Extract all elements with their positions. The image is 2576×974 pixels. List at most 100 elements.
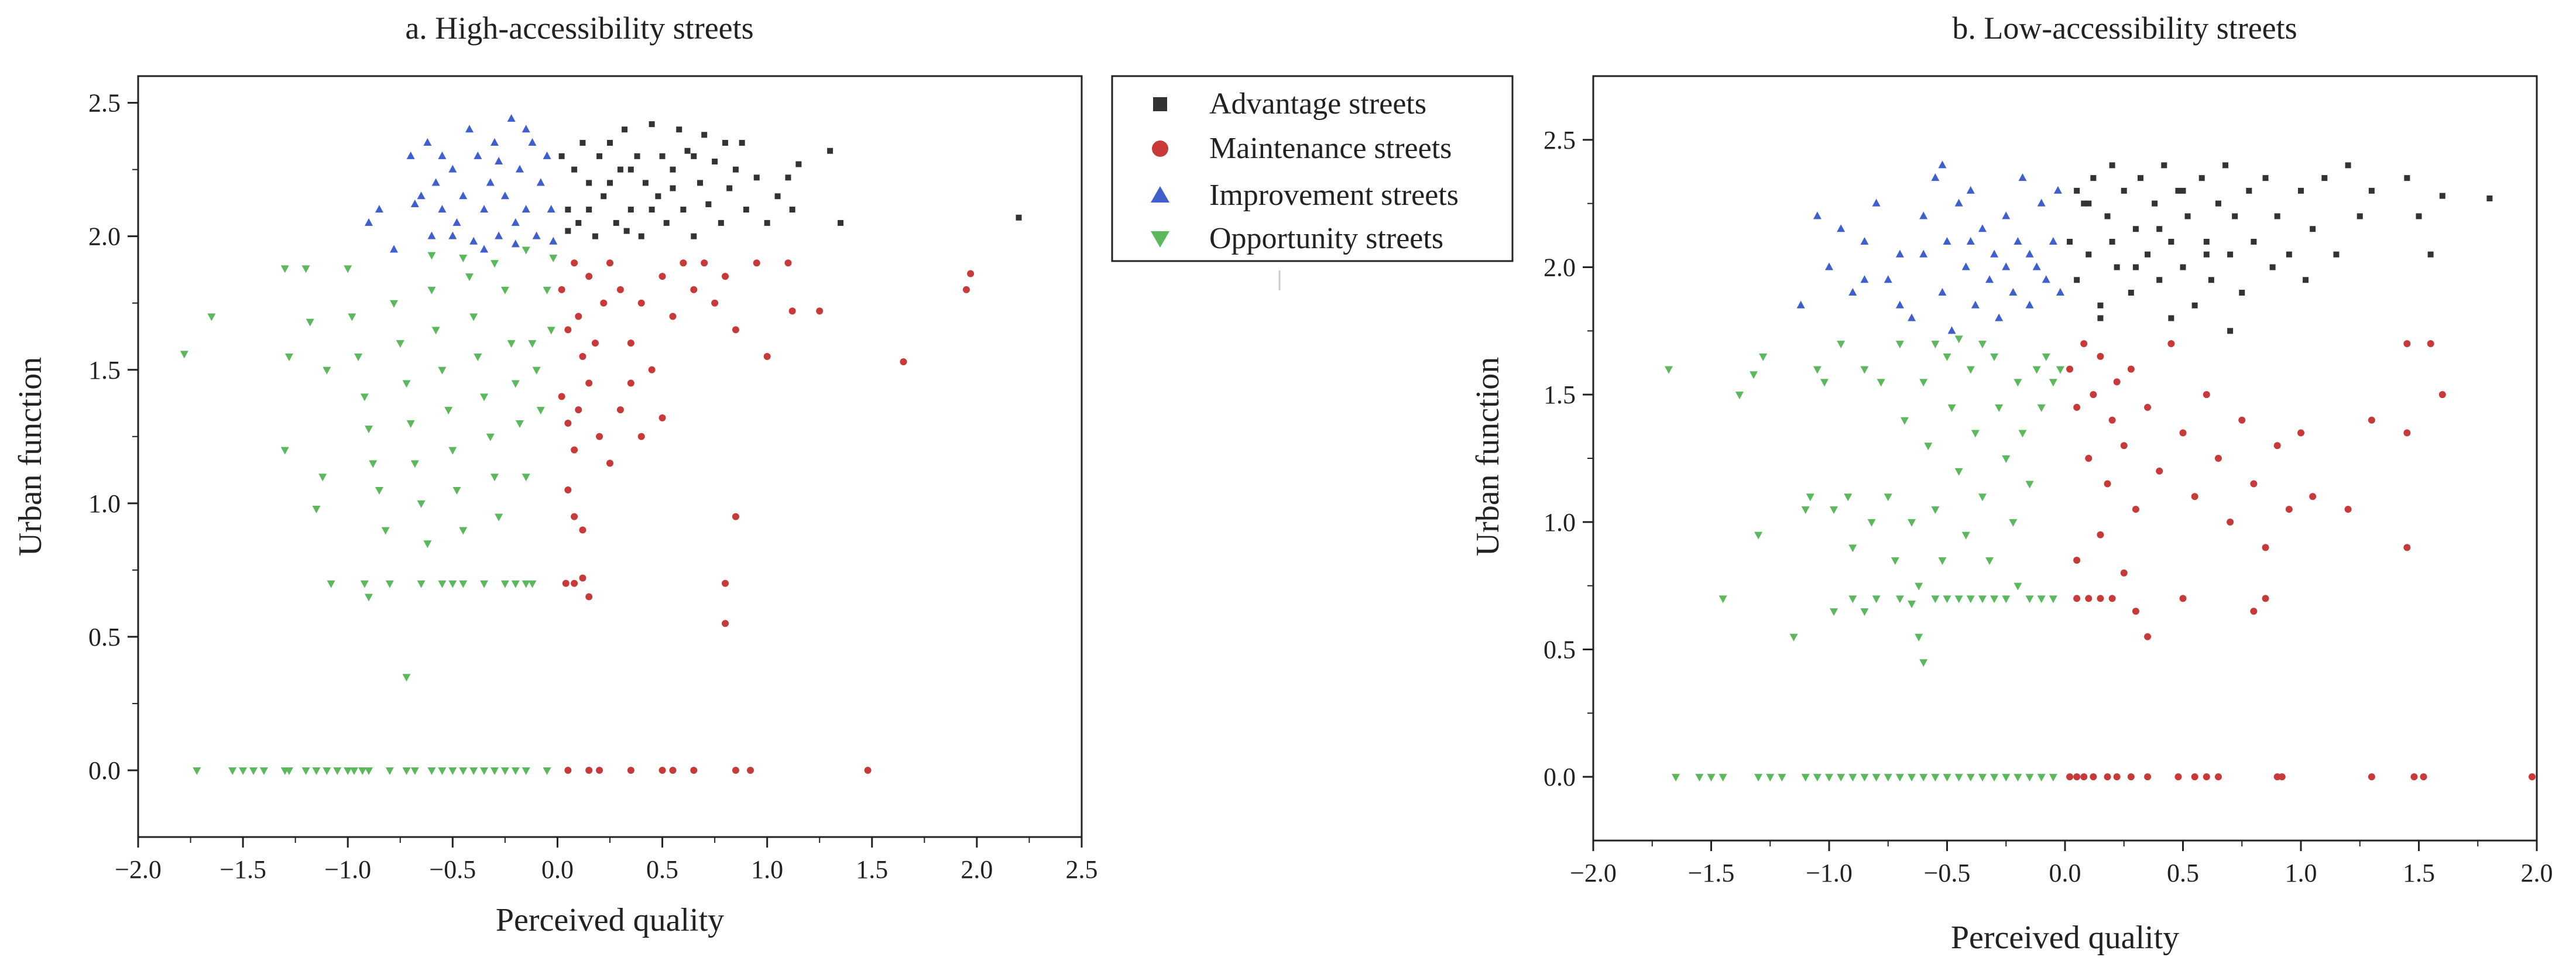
- point-maintenance: [2203, 773, 2210, 781]
- legend-box: [1111, 75, 1514, 262]
- point-improvement: [452, 218, 461, 226]
- point-opportunity: [1754, 531, 1763, 540]
- panel-b-xtick-label: −2.0: [1570, 859, 1617, 887]
- point-opportunity: [1961, 531, 1970, 540]
- point-advantage: [2416, 213, 2422, 220]
- point-maintenance: [579, 526, 586, 534]
- point-improvement: [1938, 160, 1947, 169]
- point-opportunity: [500, 286, 509, 294]
- point-opportunity: [1924, 443, 1933, 451]
- point-opportunity: [410, 460, 419, 468]
- point-opportunity: [1750, 371, 1758, 379]
- point-opportunity: [228, 767, 237, 775]
- point-opportunity: [1848, 544, 1857, 553]
- point-advantage: [649, 121, 655, 128]
- point-maintenance: [2127, 365, 2135, 373]
- point-maintenance: [2250, 608, 2258, 615]
- point-opportunity: [1908, 601, 1916, 609]
- panel-a-xtick-label: −1.0: [324, 855, 371, 884]
- point-opportunity: [1995, 404, 2004, 412]
- point-opportunity: [532, 366, 541, 375]
- point-opportunity: [438, 580, 447, 588]
- point-improvement: [2042, 275, 2050, 283]
- point-improvement: [1860, 275, 1869, 283]
- point-opportunity: [522, 580, 530, 588]
- panel-a-xtick-label: −1.5: [219, 855, 266, 884]
- point-improvement: [1796, 300, 1805, 308]
- point-opportunity: [375, 487, 383, 495]
- point-maintenance: [2368, 773, 2375, 781]
- point-maintenance: [606, 459, 613, 467]
- triangle-down-marker: [1151, 231, 1169, 248]
- point-advantage: [627, 166, 634, 173]
- point-improvement: [1947, 326, 1956, 334]
- point-maintenance: [2080, 340, 2088, 348]
- point-opportunity: [2042, 353, 2050, 361]
- point-advantage: [2152, 200, 2158, 207]
- point-maintenance: [2132, 506, 2139, 513]
- point-advantage: [2239, 290, 2245, 296]
- point-improvement: [1938, 288, 1947, 296]
- point-improvement: [1837, 224, 1846, 232]
- point-opportunity: [1766, 774, 1775, 782]
- point-opportunity: [469, 767, 478, 775]
- point-maintenance: [575, 313, 582, 320]
- point-improvement: [427, 231, 436, 239]
- point-advantage: [2439, 193, 2445, 199]
- point-maintenance: [2144, 403, 2152, 411]
- point-maintenance: [669, 766, 677, 774]
- point-opportunity: [448, 767, 457, 775]
- point-advantage: [691, 233, 697, 239]
- point-improvement: [549, 236, 558, 245]
- point-maintenance: [575, 406, 582, 414]
- point-opportunity: [543, 286, 551, 294]
- point-opportunity: [1664, 366, 1673, 374]
- point-maintenance: [2285, 506, 2293, 513]
- point-opportunity: [402, 380, 411, 388]
- point-opportunity: [2014, 774, 2022, 782]
- point-opportunity: [511, 380, 520, 388]
- point-opportunity: [490, 260, 499, 268]
- point-improvement: [1971, 300, 1980, 308]
- point-opportunity: [1848, 774, 1857, 782]
- point-advantage: [2156, 226, 2163, 232]
- point-improvement: [1985, 275, 1994, 283]
- point-maintenance: [722, 620, 729, 627]
- point-opportunity: [459, 255, 468, 263]
- point-opportunity: [511, 580, 520, 588]
- point-maintenance: [564, 486, 572, 494]
- point-opportunity: [1938, 557, 1947, 565]
- point-advantage: [601, 193, 607, 200]
- panel-b-xtick-label: 0.5: [2167, 859, 2199, 887]
- point-improvement: [2049, 236, 2057, 245]
- point-maintenance: [2403, 429, 2411, 437]
- point-maintenance: [690, 766, 698, 774]
- panel-a-xtick-label: 2.5: [1066, 855, 1098, 884]
- point-improvement: [1825, 262, 1833, 270]
- point-opportunity: [284, 353, 293, 361]
- point-opportunity: [284, 767, 293, 775]
- point-advantage: [691, 153, 697, 159]
- panel-b-xlabel: Perceived quality: [1951, 920, 2179, 956]
- point-advantage: [634, 153, 640, 159]
- point-opportunity: [2014, 379, 2022, 387]
- point-improvement: [1931, 173, 1940, 181]
- point-opportunity: [2025, 595, 2034, 603]
- point-advantage: [2067, 238, 2073, 245]
- point-advantage: [712, 158, 718, 164]
- point-opportunity: [1943, 774, 1951, 782]
- point-maintenance: [732, 513, 739, 520]
- point-opportunity: [1954, 335, 1963, 344]
- point-maintenance: [711, 299, 719, 307]
- point-opportunity: [306, 318, 314, 327]
- point-maintenance: [2427, 340, 2434, 348]
- point-improvement: [438, 151, 447, 159]
- point-opportunity: [1895, 595, 1904, 603]
- point-opportunity: [1943, 595, 1951, 603]
- point-opportunity: [417, 500, 426, 508]
- point-maintenance: [571, 513, 578, 520]
- panel-b-xtick-label: −1.0: [1806, 859, 1853, 887]
- point-maintenance: [627, 766, 634, 774]
- point-maintenance: [2403, 544, 2411, 551]
